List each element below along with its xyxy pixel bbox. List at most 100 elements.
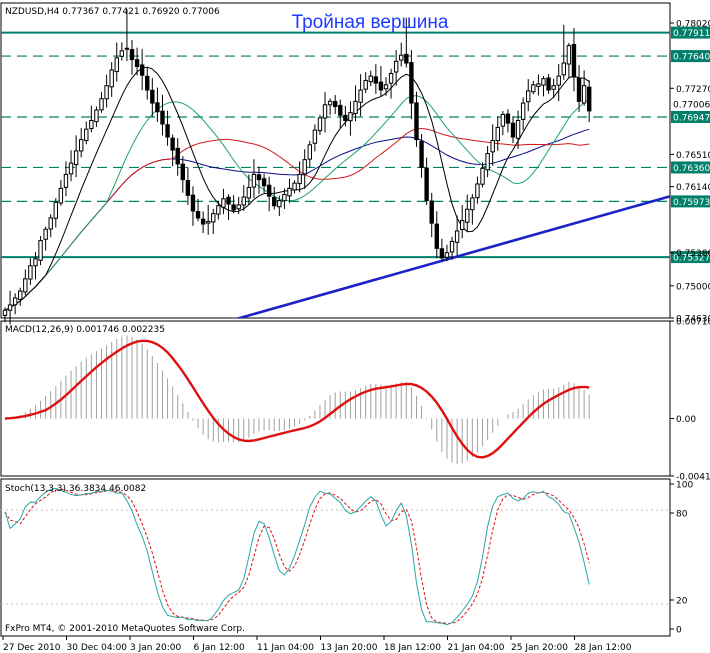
stoch-tick-1: 80 [676,510,688,520]
time-tick-9: 28 Jan 12:00 [575,643,632,653]
candle-body [505,113,511,124]
candle [307,140,313,168]
candle-body [99,98,104,111]
candle [150,77,155,117]
candle-body [454,230,460,243]
candle [134,47,140,76]
stoch-tick-2: 20 [676,597,688,607]
candle-body [155,102,160,113]
candle [576,65,582,112]
candle [2,307,8,323]
candle [566,42,572,79]
candle [33,252,38,280]
price-panel[interactable]: NZDUSD,H4 0.77367 0.77421 0.76920 0.7700… [0,2,710,325]
candle [338,99,343,129]
candle-body [185,180,191,196]
price-tick-6: 0.74630 [676,315,710,325]
candle-body [520,102,526,120]
candle [520,97,526,131]
candle-body [338,104,343,116]
candle [221,188,226,215]
candle-body [94,109,99,123]
candle-body [393,60,399,73]
candle [383,77,389,96]
price-tick-2: 0.76510 [676,151,710,161]
candle-body [490,139,495,153]
ma-fast-line [4,66,590,311]
candle-body [180,163,186,181]
candle-body [343,114,348,121]
candle-body [480,167,485,185]
candle [200,211,206,234]
candle-body [353,100,358,114]
candle [480,162,485,188]
candle-body [531,84,536,93]
candle-body [414,102,419,141]
candle-body [322,104,328,119]
candle [348,101,353,136]
candle [216,200,221,220]
candle-body [566,45,572,65]
candle [439,238,445,262]
candle-body [48,217,53,230]
candle-body [333,101,338,108]
level-label-0: 0.77911 [673,29,710,39]
candle-body [465,208,470,223]
candle [211,208,216,234]
candle-body [373,76,379,84]
candle [165,110,170,146]
time-tick-6: 18 Jan 12:00 [384,643,441,653]
candle [495,116,500,151]
candle [470,194,475,225]
candle-body [449,240,455,253]
chart-title: Тройная вершина [292,12,449,33]
candle-body [581,85,587,104]
candle [292,180,297,194]
candle [551,78,556,98]
candle-body [231,204,236,211]
candle-body [165,124,170,138]
candle [53,198,58,228]
candle [43,226,48,251]
level-tag-1 [671,50,710,63]
candle [373,64,379,94]
time-tick-8: 25 Jan 20:00 [511,643,568,653]
candle [526,79,531,112]
candle-body [63,173,69,188]
level-label-3: 0.76360 [673,164,710,174]
level-label-1: 0.77640 [673,53,710,63]
candle [343,105,348,127]
candle-body [134,59,140,68]
candle [277,195,282,217]
candle-body [485,153,490,171]
candle [536,74,541,96]
candle [185,167,191,205]
candle [89,105,94,133]
price-tick-0: 0.78020 [676,20,710,30]
level-label-5: 0.75327 [673,254,710,264]
candle-body [470,197,475,211]
candle-body [104,85,109,100]
candle-body [266,184,272,197]
candle [256,166,262,194]
macd-panel[interactable]: MACD(12,26,9) 0.001746 0.002235 0.007104… [0,318,710,483]
candle-body [89,119,94,130]
candle [231,195,236,214]
candle [510,116,516,143]
candle [195,198,201,222]
candle [297,161,302,193]
candle-body [139,64,145,76]
candle-body [383,84,389,90]
candle [109,62,114,97]
level-tag-3 [671,161,710,174]
level-tag-5 [671,251,710,264]
time-axis: 27 Dec 2010 30 Dec 04:00 3 Jan 20:00 6 Jan … [1,635,670,653]
candle-body [241,196,246,206]
macd-signal-line [4,339,590,459]
candle [99,91,104,113]
candle [160,94,165,136]
candle [368,70,373,87]
candle-body [317,117,323,132]
candle [409,50,414,120]
